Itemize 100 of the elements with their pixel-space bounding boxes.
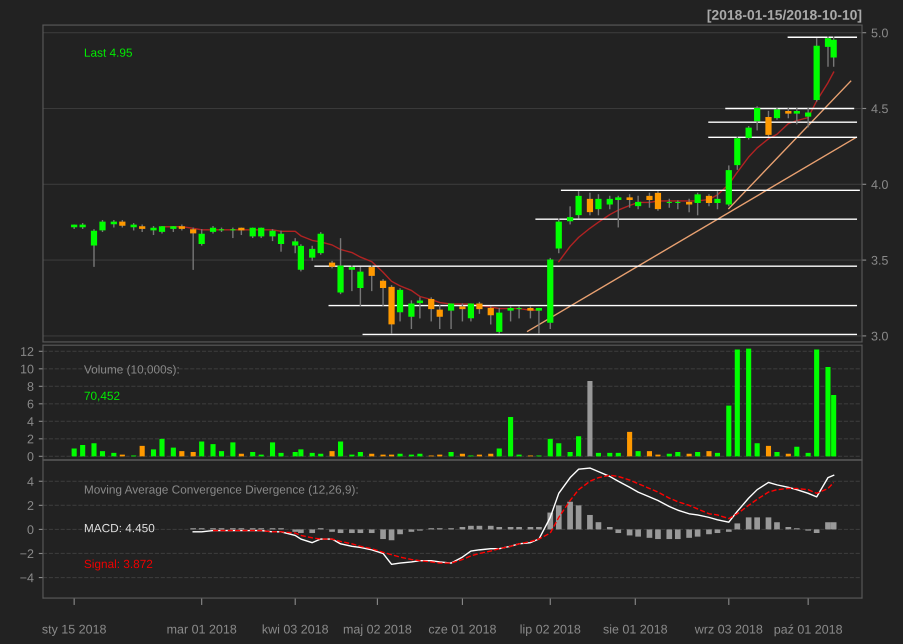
bar	[706, 451, 712, 456]
bar	[468, 526, 474, 530]
candlestick	[448, 303, 454, 330]
bar	[754, 443, 760, 456]
bar	[666, 454, 672, 456]
bar	[398, 454, 403, 456]
bar	[587, 381, 592, 456]
bar	[496, 448, 502, 456]
bar	[646, 451, 652, 456]
bar	[488, 454, 494, 456]
candlestick	[476, 302, 483, 314]
candlestick	[746, 126, 752, 140]
bar	[388, 529, 394, 540]
y-tick-label: 10	[21, 364, 34, 374]
bar	[508, 416, 514, 456]
bar	[349, 529, 355, 534]
bar	[330, 451, 335, 456]
bar	[766, 446, 772, 456]
bar	[329, 529, 335, 532]
bar	[460, 454, 465, 456]
bar	[310, 452, 315, 456]
bar	[476, 526, 482, 530]
candlestick	[765, 110, 772, 136]
candlestick	[459, 303, 466, 322]
bar	[706, 529, 712, 534]
y-tick-label: 0	[27, 452, 34, 461]
y-tick-label: 4	[27, 477, 34, 486]
candlestick	[694, 192, 701, 216]
candlestick	[794, 108, 800, 124]
y-tick-label: 4	[27, 417, 34, 426]
bar	[368, 529, 375, 534]
x-tick-label: maj 02 2018	[344, 624, 412, 636]
y-tick-label: 2	[28, 501, 34, 510]
annotation: 70,452	[84, 392, 120, 402]
candlestick	[595, 194, 602, 216]
candlestick	[318, 232, 324, 255]
bar	[814, 529, 820, 534]
bar	[397, 529, 403, 534]
y-tick-label: 0	[27, 525, 34, 534]
bar	[734, 350, 740, 456]
candlestick	[516, 306, 522, 318]
bar	[417, 454, 422, 456]
annotation: Volume (10,000s):	[84, 364, 179, 376]
bar	[686, 454, 692, 456]
candlestick	[250, 228, 256, 238]
bar	[218, 451, 224, 456]
bar	[270, 442, 276, 456]
candlestick	[686, 198, 692, 212]
candlestick	[368, 265, 375, 292]
bar	[380, 529, 386, 540]
candlestick	[536, 308, 542, 334]
annotation: Signal: 3.872	[84, 559, 152, 570]
candlestick	[626, 194, 633, 208]
bar	[576, 505, 582, 530]
bar	[488, 526, 494, 530]
bar	[238, 454, 244, 456]
y-tick-label: −4	[20, 573, 34, 582]
candlestick	[198, 229, 205, 246]
candlestick	[805, 108, 812, 128]
candlestick	[496, 308, 502, 334]
x-tick-label: mar 01 2018	[167, 624, 236, 634]
bar	[655, 529, 661, 540]
y-tick-label: 2	[28, 434, 34, 444]
bar	[91, 443, 97, 456]
bar	[159, 438, 165, 456]
y-tick-label: 6	[28, 400, 34, 408]
bar	[576, 436, 582, 456]
x-tick-label: sty 15 2018	[42, 624, 106, 636]
bar	[250, 452, 256, 456]
bar	[794, 446, 800, 456]
candlestick	[635, 196, 642, 210]
candlestick	[269, 229, 276, 242]
candlestick	[90, 229, 98, 267]
candlestick	[380, 279, 386, 306]
bar	[766, 517, 772, 530]
bar	[100, 451, 106, 456]
annotation: Moving Average Convergence Divergence (12,26,9):	[84, 485, 358, 496]
bar	[746, 348, 752, 456]
annotation: Last 4.95	[84, 48, 132, 57]
bar	[635, 529, 641, 537]
bar	[548, 438, 553, 456]
bar	[556, 505, 562, 530]
bar	[140, 446, 145, 456]
x-tick-label: kwi 03 2018	[262, 624, 328, 634]
bar	[616, 452, 621, 456]
bar	[179, 451, 184, 456]
bar	[726, 529, 732, 532]
bar	[774, 522, 780, 530]
bar	[627, 432, 632, 456]
bar	[695, 452, 700, 456]
bar	[774, 452, 780, 456]
bar	[814, 350, 820, 456]
bar	[675, 452, 680, 456]
bar	[636, 451, 641, 456]
candlestick	[754, 106, 760, 130]
bar	[786, 454, 791, 456]
bar	[309, 529, 316, 534]
bar	[714, 452, 720, 456]
x-tick-label: wrz 03 2018	[694, 624, 762, 634]
bar	[746, 517, 752, 530]
